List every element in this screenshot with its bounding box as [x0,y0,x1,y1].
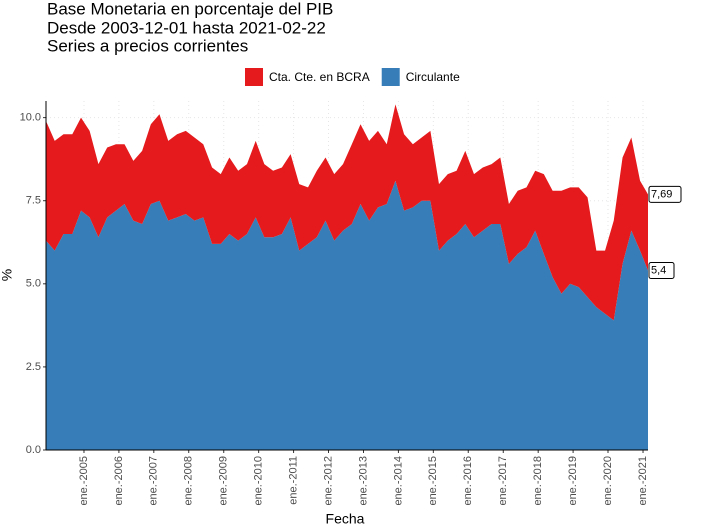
x-tick-label: ene.-2013 [357,456,369,506]
x-tick-label: ene.-2019 [567,456,579,506]
area [46,180,648,450]
x-tick-label: ene.-2009 [218,456,230,506]
legend-label: Circulante [406,70,460,84]
x-tick-label: ene.-2007 [148,456,160,506]
x-tick-label: ene.-2018 [532,456,544,506]
legend-swatch [245,68,263,86]
y-tick-label: 10.0 [20,112,41,124]
y-tick-label: 7.5 [26,195,41,207]
chart-subtitle: Series a precios corrientes [47,36,248,55]
annotation-label: 7,69 [651,188,672,200]
annotation-box [648,185,682,203]
x-tick-label: ene.-2011 [287,456,299,505]
x-tick-label: ene.-2021 [637,456,649,506]
x-tick-label: ene.-2006 [113,456,125,506]
x-tick-label: ene.-2010 [253,456,265,506]
y-tick-label: 5.0 [26,278,41,290]
y-tick-label: 0.0 [26,444,41,456]
chart-title: Base Monetaria en porcentaje del PIB [47,0,333,18]
x-axis-title: Fecha [326,511,365,527]
x-tick-label: ene.-2012 [322,456,334,506]
y-tick-label: 2.5 [26,361,41,373]
y-axis-title: % [0,269,15,281]
legend-swatch [381,68,400,86]
x-tick-label: ene.-2014 [392,456,404,506]
chart-subtitle: Desde 2003-12-01 hasta 2021-02-22 [47,18,326,37]
x-tick-label: ene.-2015 [427,456,439,506]
annotation-label: 5,4 [651,264,666,276]
x-tick-label: ene.-2005 [78,456,90,506]
x-tick-label: ene.-2016 [462,456,474,506]
area [46,104,648,321]
x-tick-label: ene.-2020 [602,456,614,506]
x-tick-label: ene.-2017 [497,456,509,506]
legend-label: Cta. Cte. en BCRA [269,70,370,84]
x-tick-label: ene.-2008 [183,456,195,506]
annotation-box [648,262,675,280]
